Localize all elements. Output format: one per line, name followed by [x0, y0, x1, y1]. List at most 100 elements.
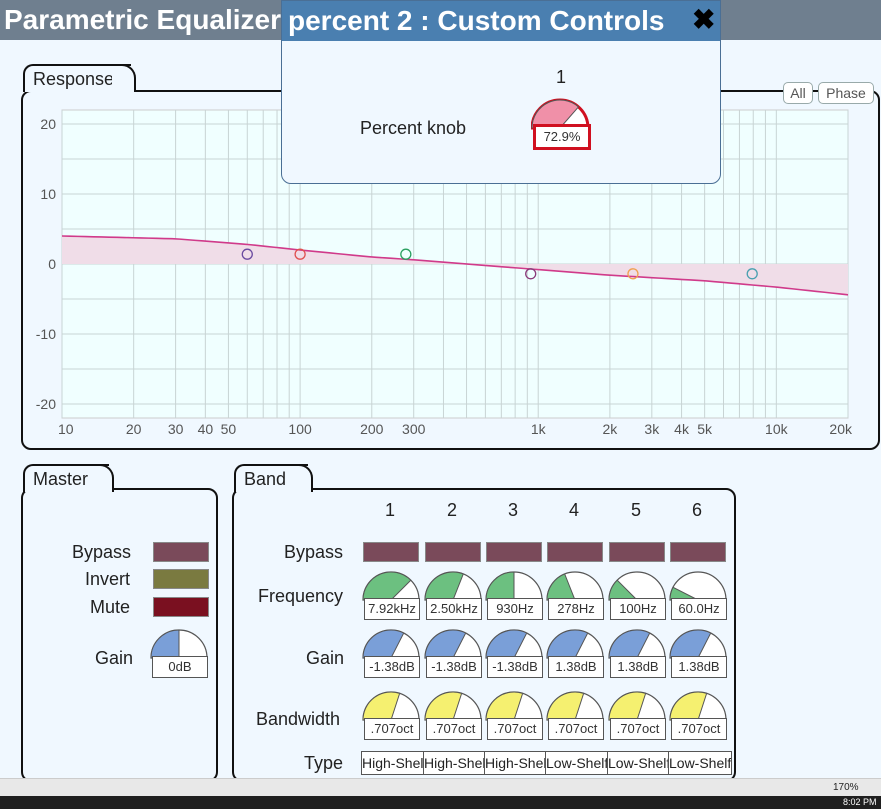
band-bandwidth-knob[interactable]: .707oct [608, 688, 668, 744]
percent-knob[interactable]: 72.9% [531, 96, 591, 152]
x-tick-label: 300 [402, 421, 426, 437]
band-bypass-toggle[interactable] [547, 542, 603, 562]
band-frequency-knob[interactable]: 278Hz [546, 568, 606, 624]
popup-header: percent 2 : Custom Controls ✖ [282, 1, 720, 41]
popup-title: percent 2 : Custom Controls [288, 5, 665, 36]
tab-decoration [112, 64, 136, 92]
band-bypass-toggle[interactable] [670, 542, 726, 562]
band-gain-knob[interactable]: -1.38dB [362, 626, 422, 682]
knob-dial [608, 629, 666, 659]
popup-column-number: 1 [556, 67, 567, 87]
knob-dial [150, 629, 208, 659]
master-mute-label: Mute [90, 597, 131, 617]
knob-dial [531, 98, 590, 130]
band-type-select[interactable]: High-Shelf [423, 751, 487, 775]
band-type-select[interactable]: High-Shelf [361, 751, 425, 775]
band-bandwidth-knob[interactable]: .707oct [485, 688, 545, 744]
band-bandwidth-knob[interactable]: .707oct [669, 688, 729, 744]
knob-dial [485, 629, 543, 659]
knob-dial [424, 571, 482, 601]
status-bar: 170% [0, 778, 881, 797]
band-bypass-toggle[interactable] [486, 542, 542, 562]
band-frequency-label: Frequency [258, 586, 344, 606]
band-2-handle[interactable] [294, 248, 306, 260]
knob-dial [362, 571, 420, 601]
band-type-select[interactable]: Low-Shelf [607, 751, 671, 775]
band-3-handle[interactable] [400, 248, 412, 260]
band-1-handle[interactable] [241, 248, 253, 260]
band-frequency-knob[interactable]: 60.0Hz [669, 568, 729, 624]
knob-dial [362, 691, 420, 721]
band-6-handle[interactable] [746, 268, 758, 280]
band-bandwidth-knob[interactable]: .707oct [546, 688, 606, 744]
band-4-handle[interactable] [525, 268, 537, 280]
band-bandwidth-label: Bandwidth [256, 709, 341, 729]
response-curve [61, 235, 849, 296]
band-gain-value: 1.38dB [548, 656, 604, 678]
master-gain-value: 0dB [152, 656, 208, 678]
x-tick-label: 20 [126, 421, 142, 437]
x-tick-label: 3k [644, 421, 660, 437]
knob-dial [362, 629, 420, 659]
band-bandwidth-value: .707oct [610, 718, 666, 740]
x-tick-label: 5k [697, 421, 713, 437]
band-gain-knob[interactable]: 1.38dB [608, 626, 668, 682]
custom-controls-popup: percent 2 : Custom Controls ✖ 1 Percent … [281, 0, 721, 184]
band-5-handle[interactable] [627, 268, 639, 280]
band-frequency-knob[interactable]: 2.50kHz [424, 568, 484, 624]
phase-button[interactable]: Phase [818, 82, 874, 104]
band-bandwidth-value: .707oct [487, 718, 543, 740]
master-gain-knob[interactable]: 0dB [150, 626, 210, 682]
master-invert-toggle[interactable] [153, 569, 209, 589]
master-gain-label: Gain [95, 648, 134, 668]
band-gain-knob[interactable]: 1.38dB [669, 626, 729, 682]
all-button[interactable]: All [783, 82, 813, 104]
master-bypass-label: Bypass [72, 542, 132, 562]
band-bandwidth-knob[interactable]: .707oct [424, 688, 484, 744]
tab-decoration [289, 464, 313, 492]
band-number: 4 [568, 500, 579, 520]
tab-decoration [90, 464, 114, 492]
band-frequency-knob[interactable]: 930Hz [485, 568, 545, 624]
x-tick-label: 50 [221, 421, 237, 437]
band-frequency-value: 100Hz [610, 598, 666, 620]
band-bypass-label: Bypass [284, 542, 344, 562]
master-bypass-toggle[interactable] [153, 542, 209, 562]
band-type-select[interactable]: Low-Shelf [668, 751, 732, 775]
band-frequency-value: 7.92kHz [364, 598, 420, 620]
band-bypass-toggle[interactable] [425, 542, 481, 562]
band-frequency-knob[interactable]: 7.92kHz [362, 568, 422, 624]
x-tick-label: 40 [198, 421, 214, 437]
knob-dial [669, 629, 727, 659]
band-bandwidth-value: .707oct [364, 718, 420, 740]
band-bypass-toggle[interactable] [609, 542, 665, 562]
band-type-select[interactable]: Low-Shelf [545, 751, 609, 775]
band-gain-knob[interactable]: -1.38dB [485, 626, 545, 682]
x-tick-label: 20k [829, 421, 853, 437]
band-number: 6 [691, 500, 702, 520]
band-gain-knob[interactable]: 1.38dB [546, 626, 606, 682]
x-tick-label: 10 [58, 421, 74, 437]
band-type-label: Type [304, 753, 344, 773]
band-gain-label: Gain [306, 648, 345, 668]
band-gain-knob[interactable]: -1.38dB [424, 626, 484, 682]
band-bandwidth-value: .707oct [671, 718, 727, 740]
percent-knob-value: 72.9% [533, 124, 591, 150]
band-number: 1 [384, 500, 395, 520]
band-gain-value: 1.38dB [671, 656, 727, 678]
master-mute-toggle[interactable] [153, 597, 209, 617]
x-tick-label: 1k [531, 421, 547, 437]
band-bandwidth-knob[interactable]: .707oct [362, 688, 422, 744]
knob-dial [485, 571, 543, 601]
clock: 8:02 PM [843, 797, 877, 807]
band-bandwidth-value: .707oct [548, 718, 604, 740]
band-frequency-value: 2.50kHz [426, 598, 482, 620]
band-bypass-toggle[interactable] [363, 542, 419, 562]
knob-dial [485, 691, 543, 721]
band-bandwidth-value: .707oct [426, 718, 482, 740]
knob-dial [669, 571, 727, 601]
band-type-select[interactable]: High-Shelf [484, 751, 548, 775]
close-icon[interactable]: ✖ [692, 4, 716, 35]
band-frequency-knob[interactable]: 100Hz [608, 568, 668, 624]
band-gain-value: -1.38dB [426, 656, 482, 678]
